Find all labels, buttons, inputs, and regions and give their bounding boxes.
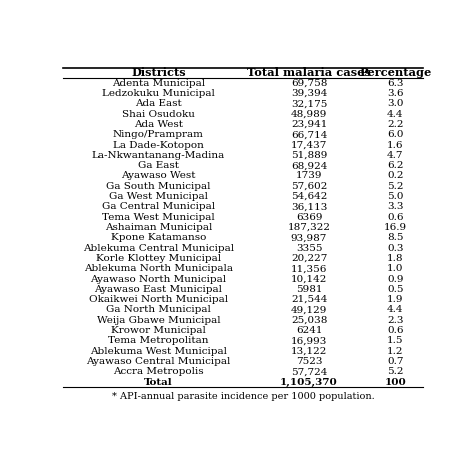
Text: 57,724: 57,724 bbox=[291, 367, 327, 376]
Text: Ada West: Ada West bbox=[134, 120, 183, 129]
Text: Tema Metropolitan: Tema Metropolitan bbox=[108, 337, 209, 346]
Text: 0.7: 0.7 bbox=[387, 357, 404, 366]
Text: Percentage: Percentage bbox=[359, 67, 431, 79]
Text: 1.9: 1.9 bbox=[387, 295, 404, 304]
Text: 16,993: 16,993 bbox=[291, 337, 327, 346]
Text: 66,714: 66,714 bbox=[291, 130, 327, 139]
Text: 39,394: 39,394 bbox=[291, 89, 327, 98]
Text: 6.2: 6.2 bbox=[387, 161, 404, 170]
Text: 0.9: 0.9 bbox=[387, 274, 404, 283]
Text: Ablekuma Central Municipal: Ablekuma Central Municipal bbox=[83, 244, 234, 253]
Text: 25,038: 25,038 bbox=[291, 316, 327, 325]
Text: Accra Metropolis: Accra Metropolis bbox=[113, 367, 204, 376]
Text: 10,142: 10,142 bbox=[291, 274, 327, 283]
Text: 5.2: 5.2 bbox=[387, 367, 404, 376]
Text: 187,322: 187,322 bbox=[288, 223, 330, 232]
Text: 54,642: 54,642 bbox=[291, 192, 327, 201]
Text: 16.9: 16.9 bbox=[384, 223, 407, 232]
Text: 51,889: 51,889 bbox=[291, 151, 327, 160]
Text: 93,987: 93,987 bbox=[291, 233, 327, 242]
Text: 17,437: 17,437 bbox=[291, 141, 327, 150]
Text: Korle Klottey Municipal: Korle Klottey Municipal bbox=[96, 254, 221, 263]
Text: 6.0: 6.0 bbox=[387, 130, 404, 139]
Text: 1.6: 1.6 bbox=[387, 141, 404, 150]
Text: Ledzokuku Municipal: Ledzokuku Municipal bbox=[102, 89, 215, 98]
Text: Districts: Districts bbox=[131, 67, 186, 79]
Text: Ga North Municipal: Ga North Municipal bbox=[106, 305, 211, 314]
Text: La-Nkwantanang-Madina: La-Nkwantanang-Madina bbox=[92, 151, 225, 160]
Text: Tema West Municipal: Tema West Municipal bbox=[102, 213, 215, 222]
Text: 3.6: 3.6 bbox=[387, 89, 404, 98]
Text: Total malaria cases: Total malaria cases bbox=[247, 67, 371, 79]
Text: 2.3: 2.3 bbox=[387, 316, 404, 325]
Text: 6.3: 6.3 bbox=[387, 79, 404, 88]
Text: 4.7: 4.7 bbox=[387, 151, 404, 160]
Text: 57,602: 57,602 bbox=[291, 182, 327, 191]
Text: 11,356: 11,356 bbox=[291, 264, 327, 273]
Text: Ada East: Ada East bbox=[135, 100, 182, 109]
Text: Ga East: Ga East bbox=[138, 161, 179, 170]
Text: 1.2: 1.2 bbox=[387, 346, 404, 356]
Text: 1.8: 1.8 bbox=[387, 254, 404, 263]
Text: 48,989: 48,989 bbox=[291, 109, 327, 118]
Text: 23,941: 23,941 bbox=[291, 120, 327, 129]
Text: 2.2: 2.2 bbox=[387, 120, 404, 129]
Text: 21,544: 21,544 bbox=[291, 295, 327, 304]
Text: Kpone Katamanso: Kpone Katamanso bbox=[111, 233, 206, 242]
Text: Shai Osudoku: Shai Osudoku bbox=[122, 109, 195, 118]
Text: 0.2: 0.2 bbox=[387, 172, 404, 181]
Text: Ablekuma West Municipal: Ablekuma West Municipal bbox=[90, 346, 227, 356]
Text: Krowor Municipal: Krowor Municipal bbox=[111, 326, 206, 335]
Text: 3.3: 3.3 bbox=[387, 202, 404, 211]
Text: Ayawaso East Municipal: Ayawaso East Municipal bbox=[94, 285, 222, 294]
Text: Ashaiman Municipal: Ashaiman Municipal bbox=[105, 223, 212, 232]
Text: 4.4: 4.4 bbox=[387, 305, 404, 314]
Text: Total: Total bbox=[144, 377, 173, 386]
Text: Ga West Municipal: Ga West Municipal bbox=[109, 192, 208, 201]
Text: Weija Gbawe Municipal: Weija Gbawe Municipal bbox=[97, 316, 220, 325]
Text: 1.0: 1.0 bbox=[387, 264, 404, 273]
Text: Okaikwei North Municipal: Okaikwei North Municipal bbox=[89, 295, 228, 304]
Text: 68,924: 68,924 bbox=[291, 161, 327, 170]
Text: 5981: 5981 bbox=[296, 285, 322, 294]
Text: 100: 100 bbox=[384, 377, 406, 386]
Text: 4.4: 4.4 bbox=[387, 109, 404, 118]
Text: 0.5: 0.5 bbox=[387, 285, 404, 294]
Text: Ga Central Municipal: Ga Central Municipal bbox=[102, 202, 215, 211]
Text: 0.6: 0.6 bbox=[387, 213, 404, 222]
Text: 5.0: 5.0 bbox=[387, 192, 404, 201]
Text: Ayawaso North Municipal: Ayawaso North Municipal bbox=[91, 274, 227, 283]
Text: Ayawaso Central Municipal: Ayawaso Central Municipal bbox=[86, 357, 231, 366]
Text: 1739: 1739 bbox=[296, 172, 322, 181]
Text: 20,227: 20,227 bbox=[291, 254, 327, 263]
Text: Adenta Municipal: Adenta Municipal bbox=[112, 79, 205, 88]
Text: 8.5: 8.5 bbox=[387, 233, 404, 242]
Text: 0.3: 0.3 bbox=[387, 244, 404, 253]
Text: 6241: 6241 bbox=[296, 326, 322, 335]
Text: La Dade-Kotopon: La Dade-Kotopon bbox=[113, 141, 204, 150]
Text: 7523: 7523 bbox=[296, 357, 322, 366]
Text: 69,758: 69,758 bbox=[291, 79, 327, 88]
Text: 1.5: 1.5 bbox=[387, 337, 404, 346]
Text: 1,105,370: 1,105,370 bbox=[280, 377, 338, 386]
Text: 3.0: 3.0 bbox=[387, 100, 404, 109]
Text: 13,122: 13,122 bbox=[291, 346, 327, 356]
Text: 5.2: 5.2 bbox=[387, 182, 404, 191]
Text: * API-annual parasite incidence per 1000 population.: * API-annual parasite incidence per 1000… bbox=[111, 392, 374, 401]
Text: 36,113: 36,113 bbox=[291, 202, 327, 211]
Text: 3355: 3355 bbox=[296, 244, 322, 253]
Text: Ayawaso West: Ayawaso West bbox=[121, 172, 196, 181]
Text: Ablekuma North Municipala: Ablekuma North Municipala bbox=[84, 264, 233, 273]
Text: Ningo/Prampram: Ningo/Prampram bbox=[113, 130, 204, 139]
Text: 6369: 6369 bbox=[296, 213, 322, 222]
Text: 0.6: 0.6 bbox=[387, 326, 404, 335]
Text: 32,175: 32,175 bbox=[291, 100, 327, 109]
Text: 49,129: 49,129 bbox=[291, 305, 327, 314]
Text: Ga South Municipal: Ga South Municipal bbox=[106, 182, 210, 191]
